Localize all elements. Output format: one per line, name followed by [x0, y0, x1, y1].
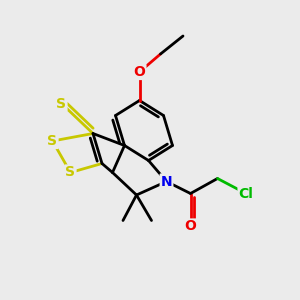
Text: O: O	[134, 65, 146, 79]
Text: S: S	[65, 166, 76, 179]
Text: O: O	[184, 220, 196, 233]
Text: Cl: Cl	[238, 187, 253, 200]
Text: S: S	[56, 97, 67, 110]
Text: N: N	[161, 175, 172, 188]
Text: S: S	[47, 134, 58, 148]
